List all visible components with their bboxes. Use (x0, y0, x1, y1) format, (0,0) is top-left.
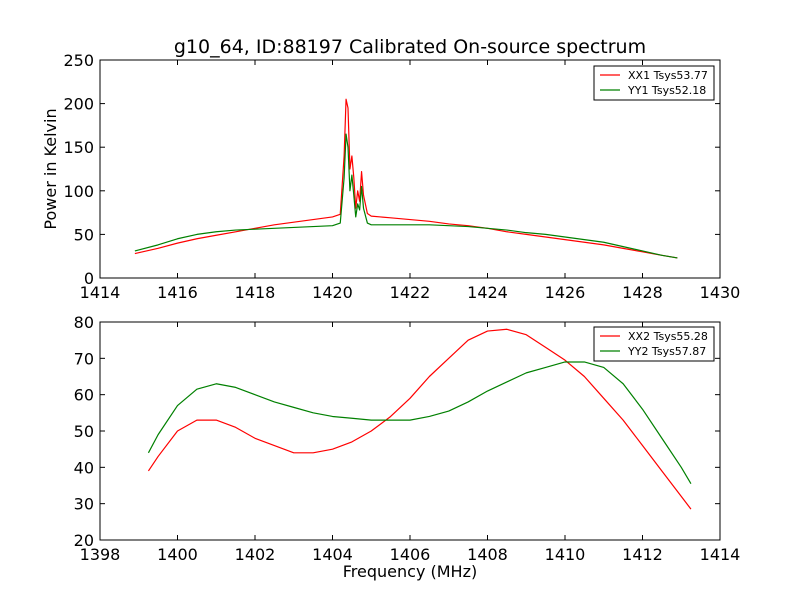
top-plot-x-tick-label: 1430 (700, 283, 741, 302)
bottom-plot-legend-label-1: XX2 Tsys55.28 (628, 330, 708, 343)
top-plot-x-tick-label: 1414 (80, 283, 121, 302)
top-plot-legend-label-1: XX1 Tsys53.77 (628, 69, 708, 82)
bottom-plot-legend-label-2: YY2 Tsys57.87 (627, 345, 706, 358)
top-plot-x-tick-label: 1418 (235, 283, 276, 302)
top-plot-y-tick-label: 50 (74, 225, 94, 244)
bottom-plot-y-tick-label: 80 (74, 313, 94, 332)
top-plot-legend-box (593, 65, 715, 101)
bottom-plot-y-tick-label: 60 (74, 386, 94, 405)
top-plot-series-1-line (134, 98, 678, 259)
top-plot-x-tick-label: 1422 (390, 283, 431, 302)
top-plot-y-tick-label: 100 (63, 182, 94, 201)
top-plot-x-tick-label: 1420 (312, 283, 353, 302)
top-plot-x-tick-label: 1416 (157, 283, 198, 302)
bottom-plot-legend: XX2 Tsys55.28 YY2 Tsys57.87 (593, 326, 715, 362)
top-plot-y-tick-label: 200 (63, 95, 94, 114)
top-plot-y-tick-label: 150 (63, 138, 94, 157)
top-plot-legend-label-2: YY1 Tsys52.18 (627, 84, 706, 97)
bottom-plot-y-tick-label: 50 (74, 422, 94, 441)
bottom-plot-x-tick-label: 1400 (157, 545, 198, 564)
bottom-plot-y-tick-label: 40 (74, 458, 94, 477)
top-plot-y-axis-label: Power in Kelvin (41, 108, 60, 229)
bottom-plot-series-2-line (147, 361, 692, 484)
bottom-plot: 1398 1400 1402 1404 1406 1408 1410 1412 1414 20 30… (74, 313, 741, 581)
bottom-plot-y-tick-label: 70 (74, 349, 94, 368)
bottom-plot-y-tick-label: 30 (74, 495, 94, 514)
bottom-plot-y-tick-label: 20 (74, 531, 94, 550)
top-plot-y-tick-label: 250 (63, 51, 94, 70)
bottom-plot-x-tick-label: 1410 (545, 545, 586, 564)
bottom-plot-x-axis-label: Frequency (MHz) (343, 562, 477, 581)
top-plot-series (134, 98, 678, 259)
bottom-plot-x-tick-label: 1414 (700, 545, 741, 564)
top-plot-y-tick-label: 0 (84, 269, 94, 288)
top-plot-x-tick-label: 1424 (467, 283, 508, 302)
top-plot-legend: XX1 Tsys53.77 YY1 Tsys52.18 (593, 65, 715, 101)
top-plot-x-tick-label: 1428 (622, 283, 663, 302)
bottom-plot-ticks: 1398 1400 1402 1404 1406 1408 1410 1412 1414 20 30… (74, 313, 741, 564)
bottom-plot-x-tick-label: 1398 (80, 545, 121, 564)
bottom-plot-x-tick-label: 1412 (622, 545, 663, 564)
bottom-plot-series (147, 328, 692, 510)
bottom-plot-x-tick-label: 1406 (390, 545, 431, 564)
top-plot-x-tick-label: 1426 (545, 283, 586, 302)
top-plot-ticks: 1414 1416 1418 1420 1422 1424 1426 1428 1430 0 50 1… (63, 51, 740, 302)
bottom-plot-x-tick-label: 1408 (467, 545, 508, 564)
chart-title: g10_64, ID:88197 Calibrated On-source sp… (174, 36, 646, 58)
bottom-plot-x-tick-label: 1402 (235, 545, 276, 564)
top-plot-series-2-line (134, 133, 678, 259)
bottom-plot-series-1-line (147, 328, 692, 510)
bottom-plot-x-tick-label: 1404 (312, 545, 353, 564)
bottom-plot-legend-box (593, 326, 715, 362)
top-plot: 1414 1416 1418 1420 1422 1424 1426 1428 1430 0 50 1… (41, 51, 740, 302)
